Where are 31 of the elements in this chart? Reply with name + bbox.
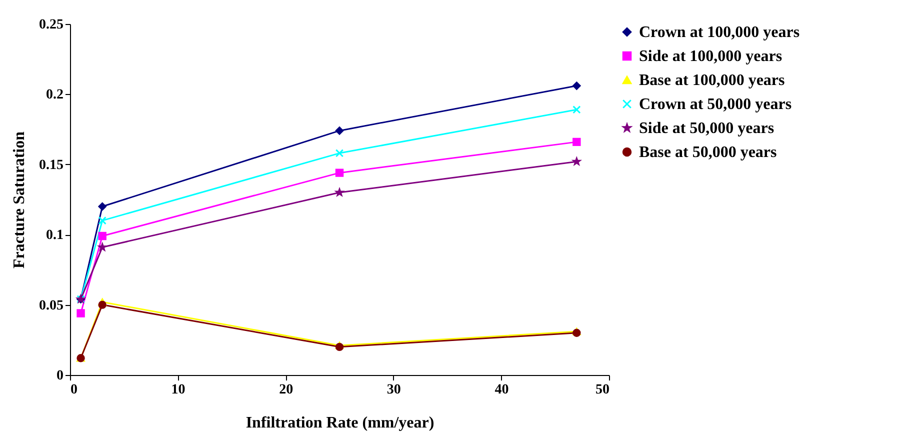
point [572, 106, 581, 114]
point [98, 300, 106, 309]
legend-label: Side at 50,000 years [639, 120, 774, 137]
y-tick-label: 0.25 [39, 18, 64, 32]
x-tick-label: 10 [171, 382, 186, 398]
legend-label: Base at 100,000 years [639, 72, 785, 89]
x-tick-label: 30 [386, 382, 401, 398]
point [335, 126, 344, 135]
x-tick-label: 50 [596, 382, 610, 398]
y-tick-label: 0 [56, 368, 64, 384]
x-tick-label: 40 [494, 382, 509, 398]
y-tick-label: 0.05 [39, 298, 64, 314]
legend-label: Base at 50,000 years [639, 144, 777, 161]
legend-label: Crown at 100,000 years [639, 24, 800, 41]
point [76, 309, 85, 318]
y-axis-title: Fracture Saturation [11, 131, 28, 269]
point [98, 216, 106, 225]
x-tick-label: 20 [279, 382, 294, 398]
legend-label: Crown at 50,000 years [639, 96, 792, 113]
point [335, 149, 344, 158]
y-tick-label: 0.1 [46, 228, 64, 244]
y-tick-label: 0.2 [46, 88, 64, 103]
y-tick-label: 0.15 [39, 158, 64, 173]
legend-label: Side at 100,000 years [639, 48, 782, 65]
point [572, 138, 581, 146]
point [572, 82, 581, 90]
point [98, 202, 106, 211]
point [98, 232, 106, 240]
x-tick-label: 0 [70, 382, 78, 398]
x-axis-title: Infiltration Rate (mm/year) [246, 414, 434, 432]
point [335, 168, 344, 177]
